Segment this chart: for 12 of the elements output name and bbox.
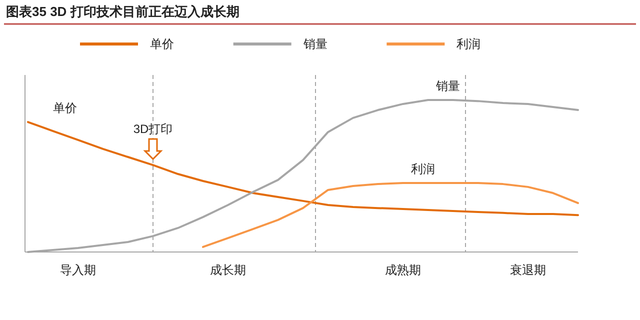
text: 利润 [411,162,435,176]
legend-label: 利润 [456,37,481,51]
legend-label: 单价 [150,37,174,51]
text: 销量 [436,79,460,93]
chart-title: 图表35 3D 打印技术目前正在迈入成长期 [6,4,240,19]
x-tick-label: 衰退期 [510,263,546,277]
x-tick-label: 成熟期 [385,263,421,277]
x-tick-label: 导入期 [60,263,96,277]
x-tick-label: 成长期 [210,263,246,277]
annotation: 3D打印 [133,122,173,136]
text: 单价 [53,101,77,116]
legend-label: 销量 [302,37,328,51]
